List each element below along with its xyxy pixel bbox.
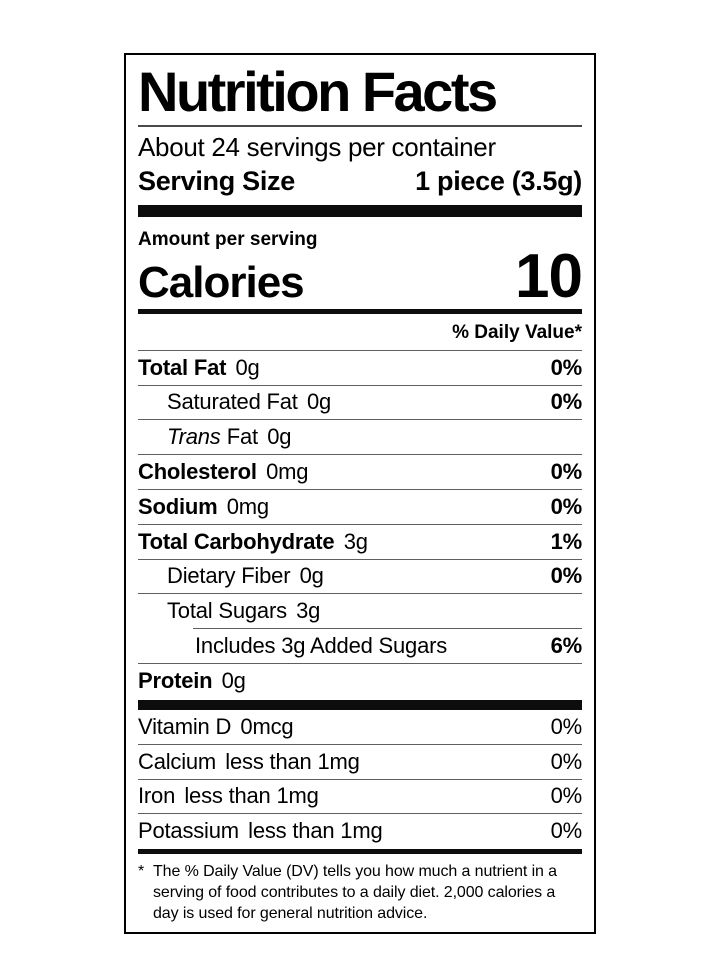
serving-size-value: 1 piece (3.5g) [415,166,582,197]
nutrient-name: Iron [138,783,176,809]
nutrient-dv: 1% [550,528,583,554]
nutrient-name: Total Sugars [167,598,287,624]
nutrient-name: Sodium [138,493,218,519]
nutrition-facts-label: Nutrition Facts About 24 servings per co… [124,53,596,934]
nutrient-amount: 0mcg [240,713,294,739]
nutrient-row-dietary-fiber: Dietary Fiber 0g 0% [138,558,583,594]
nutrient-row-total-sugars: Total Sugars 3g [138,593,582,628]
micronutrient-row-calcium: Calcium less than 1mg 0% [138,744,582,779]
nutrient-amount: 3g [343,528,368,554]
micronutrient-row-iron: Iron less than 1mg 0% [138,778,583,814]
nutrient-row-trans-fat: Trans Fat 0g [138,419,582,454]
nutrient-rows: Total Fat 0g 0% Saturated Fat 0g 0% Tran… [138,349,583,698]
label-title: Nutrition Facts [138,60,498,123]
nutrient-name: Includes 3g Added Sugars [195,632,448,658]
nutrient-dv: 0% [550,563,583,589]
nutrient-name: Fat [226,424,258,450]
nutrient-name: Vitamin D [138,713,232,739]
servings-per-container: About 24 servings per container [138,132,496,163]
nutrient-dv: 0% [550,354,583,380]
medium-divider-bar-calories [138,308,582,314]
micronutrient-row-potassium: Potassium less than 1mg 0% [138,813,582,848]
micronutrient-row-vitamin-d: Vitamin D 0mcg 0% [138,710,582,745]
title-divider [138,125,582,128]
calories-value: 10 [515,241,583,311]
nutrient-row-sodium: Sodium 0mg 0% [138,488,583,524]
thick-divider-bar-protein [138,699,582,710]
serving-size-label: Serving Size [138,166,295,197]
nutrient-row-added-sugars: Includes 3g Added Sugars 6% [138,628,582,663]
footnote: * The % Daily Value (DV) tells you how m… [138,861,582,924]
nutrient-amount: 0g [235,354,260,380]
nutrient-row-saturated-fat: Saturated Fat 0g 0% [138,384,583,420]
medium-divider-bar-footnote [138,848,582,854]
thick-divider-bar-top [138,205,582,217]
nutrient-name: Total Carbohydrate [138,528,335,554]
nutrient-row-protein: Protein 0g [138,662,582,698]
nutrient-row-total-carbohydrate: Total Carbohydrate 3g 1% [138,523,583,559]
nutrient-dv: 6% [550,632,583,658]
footnote-asterisk: * [138,863,145,880]
nutrient-dv: 0% [550,783,583,809]
calories-row: Calories 10 [138,241,583,311]
nutrient-name-italic: Trans [167,424,221,450]
nutrient-name: Protein [138,667,213,693]
footnote-text: The % Daily Value (DV) tells you how muc… [153,863,557,922]
nutrient-dv: 0% [550,713,583,739]
nutrient-amount: 0mg [266,459,309,485]
amount-per-serving-label: Amount per serving [138,228,318,250]
nutrient-amount: 0g [267,424,292,450]
nutrient-dv: 0% [550,817,583,843]
micronutrient-rows: Vitamin D 0mcg 0% Calcium less than 1mg … [138,710,582,848]
nutrient-amount: 0g [299,563,324,589]
nutrient-name: Calcium [138,748,217,774]
nutrient-dv: 0% [550,459,583,485]
nutrient-amount: less than 1mg [225,748,360,774]
nutrient-dv: 0% [550,389,583,415]
nutrient-name: Dietary Fiber [167,563,291,589]
nutrient-name: Total Fat [138,354,227,380]
nutrient-row-cholesterol: Cholesterol 0mg 0% [138,454,582,489]
nutrient-name: Cholesterol [138,459,257,485]
nutrient-amount: 3g [296,598,321,624]
nutrient-row-total-fat: Total Fat 0g 0% [138,349,583,385]
daily-value-header: % Daily Value* [452,321,582,343]
nutrient-name: Potassium [138,817,239,843]
serving-size-row: Serving Size 1 piece (3.5g) [138,165,582,197]
nutrient-amount: less than 1mg [248,817,383,843]
nutrient-amount: 0mg [226,493,269,519]
nutrient-amount: 0g [221,667,246,693]
nutrient-amount: 0g [306,389,332,415]
nutrient-amount: less than 1mg [184,783,319,809]
nutrient-dv: 0% [550,493,583,519]
calories-label: Calories [138,257,305,307]
nutrient-dv: 0% [550,748,583,774]
nutrient-name: Saturated Fat [167,389,298,415]
